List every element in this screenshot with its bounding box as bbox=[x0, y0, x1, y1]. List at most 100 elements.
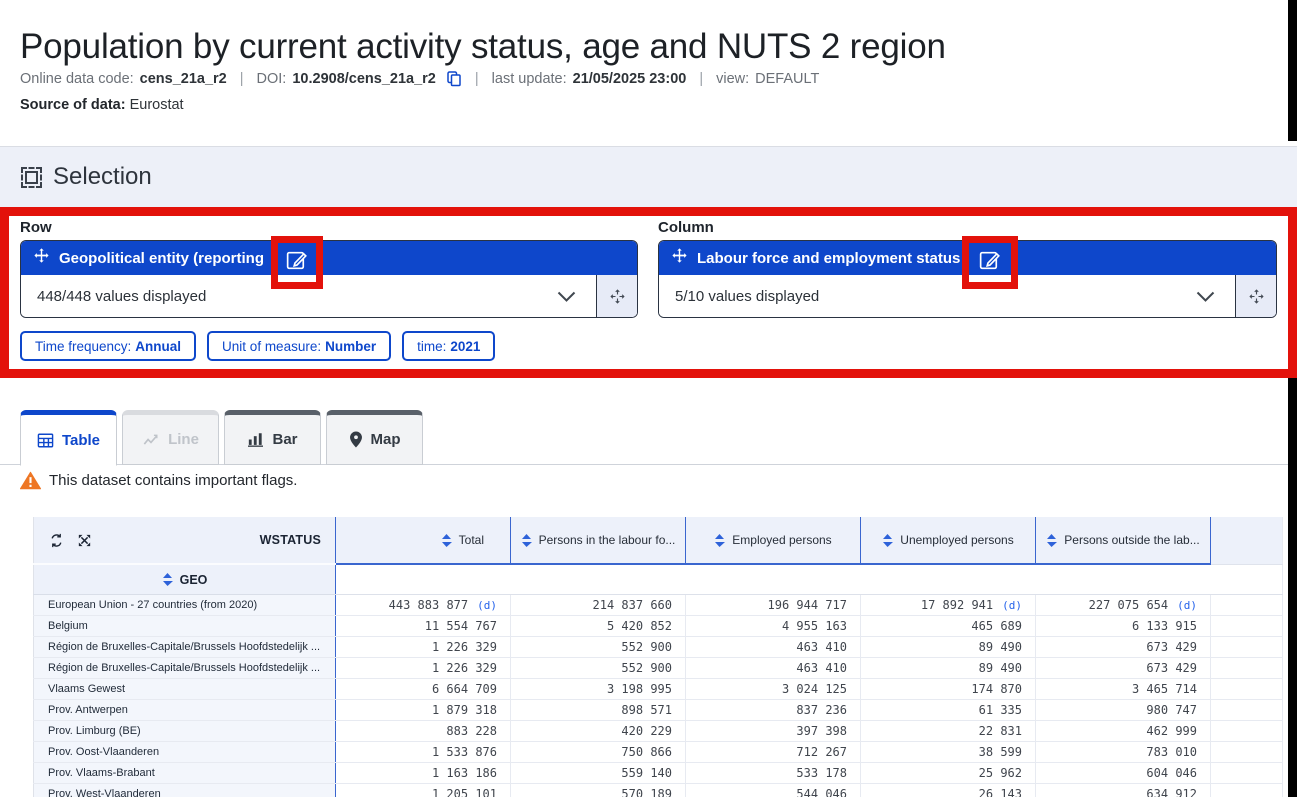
value-cell: 559 140 bbox=[510, 762, 686, 784]
column-header-unemployed[interactable]: Unemployed persons bbox=[860, 517, 1036, 565]
doi-value: 10.2908/cens_21a_r2 bbox=[292, 70, 436, 87]
value-cell: 38 599 bbox=[860, 741, 1036, 763]
dataset-meta-line: Online data code: cens_21a_r2 | DOI: 10.… bbox=[20, 70, 819, 87]
value-cell: 174 870 bbox=[860, 678, 1036, 700]
column-header-labour-force[interactable]: Persons in the labour fo... bbox=[510, 517, 686, 565]
chevron-down-icon[interactable] bbox=[557, 291, 576, 302]
copy-doi-icon[interactable] bbox=[446, 70, 462, 87]
header-blank-cell bbox=[1035, 564, 1211, 595]
bar-chart-icon bbox=[248, 433, 264, 447]
column-dimension-code: WSTATUS bbox=[259, 533, 321, 547]
value-cell: 26 143 bbox=[860, 783, 1036, 797]
value-cell: 604 046 bbox=[1035, 762, 1211, 784]
value-cell: 463 410 bbox=[685, 657, 861, 679]
selection-marquee-icon bbox=[21, 166, 42, 188]
chevron-down-icon[interactable] bbox=[1196, 291, 1215, 302]
flag-marker: (d) bbox=[477, 599, 497, 612]
chip-time-frequency[interactable]: Time frequency: Annual bbox=[20, 331, 197, 361]
table-row: Vlaams Gewest 6 664 709 3 198 995 3 024 125… bbox=[33, 678, 1283, 700]
sort-icon[interactable] bbox=[521, 533, 532, 548]
tab-table[interactable]: Table bbox=[20, 410, 117, 466]
spacer-cell bbox=[1210, 783, 1283, 797]
value-cell: 712 267 bbox=[685, 741, 861, 763]
value-cell: 11 554 767 bbox=[335, 615, 511, 637]
chip-label: Time frequency: bbox=[35, 338, 132, 354]
table-corner-cell: WSTATUS bbox=[33, 517, 336, 565]
move-icon[interactable] bbox=[33, 247, 50, 269]
value-cell: 1 226 329 bbox=[335, 657, 511, 679]
value-cell: 673 429 bbox=[1035, 657, 1211, 679]
column-dimension-header[interactable]: Labour force and employment status bbox=[659, 241, 1276, 275]
column-values-displayed: 5/10 values displayed bbox=[675, 287, 820, 305]
spacer-cell bbox=[1210, 657, 1283, 679]
data-table: WSTATUS Total Persons in the labour fo..… bbox=[33, 517, 1283, 797]
value-cell: 3 198 995 bbox=[510, 678, 686, 700]
screen-edge-strip bbox=[1288, 378, 1297, 797]
value-cell: 552 900 bbox=[510, 657, 686, 679]
value-cell: 3 465 714 bbox=[1035, 678, 1211, 700]
move-icon[interactable] bbox=[671, 247, 688, 269]
tab-map[interactable]: Map bbox=[326, 410, 423, 465]
fixed-dimension-chips: Time frequency: Annual Unit of measure: … bbox=[20, 331, 496, 361]
online-data-code-label: Online data code: bbox=[20, 70, 134, 87]
value-cell: 5 420 852 bbox=[510, 615, 686, 637]
tab-bar[interactable]: Bar bbox=[224, 410, 321, 465]
column-values-dropdown[interactable]: 5/10 values displayed bbox=[659, 275, 1276, 317]
value-cell: 17 892 941 (d) bbox=[860, 594, 1036, 616]
selection-section-header: Selection bbox=[0, 146, 1297, 207]
tab-line[interactable]: Line bbox=[122, 410, 219, 465]
value-cell: 570 189 bbox=[510, 783, 686, 797]
table-row: European Union - 27 countries (from 2020… bbox=[33, 594, 1283, 616]
tab-label: Table bbox=[61, 431, 101, 449]
sort-icon[interactable] bbox=[882, 533, 894, 548]
chip-time[interactable]: time: 2021 bbox=[402, 331, 496, 361]
flags-warning: This dataset contains important flags. bbox=[20, 471, 297, 490]
header-blank-cell bbox=[860, 564, 1036, 595]
row-values-displayed: 448/448 values displayed bbox=[37, 287, 207, 305]
value-cell: 397 398 bbox=[685, 720, 861, 742]
row-pan-button[interactable] bbox=[596, 275, 637, 317]
header-blank-cell bbox=[335, 564, 511, 595]
line-chart-icon bbox=[143, 434, 158, 445]
value-cell: 89 490 bbox=[860, 636, 1036, 658]
value-cell: 552 900 bbox=[510, 636, 686, 658]
row-edit-icon[interactable] bbox=[283, 247, 309, 273]
row-header-label: GEO bbox=[179, 572, 208, 587]
value-cell: 22 831 bbox=[860, 720, 1036, 742]
column-dimension-panel: Labour force and employment status 5/10 … bbox=[658, 240, 1277, 318]
column-header-outside-labour[interactable]: Persons outside the lab... bbox=[1035, 517, 1211, 565]
value-cell: 420 229 bbox=[510, 720, 686, 742]
value-cell: 544 046 bbox=[685, 783, 861, 797]
value-cell: 634 912 bbox=[1035, 783, 1211, 797]
chip-value: Number bbox=[325, 338, 377, 354]
table-scroll-gutter bbox=[1210, 517, 1283, 565]
swap-axes-icon[interactable] bbox=[48, 532, 65, 549]
column-header-employed[interactable]: Employed persons bbox=[685, 517, 861, 565]
warning-text: This dataset contains important flags. bbox=[49, 472, 298, 489]
row-header-geo[interactable]: GEO bbox=[33, 564, 336, 595]
table-row: Région de Bruxelles-Capitale/Brussels Ho… bbox=[33, 636, 1283, 658]
column-header-total[interactable]: Total bbox=[335, 517, 511, 565]
flag-marker: (d) bbox=[1002, 599, 1022, 612]
geo-label: Belgium bbox=[33, 615, 336, 637]
sort-icon[interactable] bbox=[714, 533, 726, 548]
value-cell: 1 205 101 bbox=[335, 783, 511, 797]
source-of-data: Source of data: Eurostat bbox=[20, 97, 184, 113]
column-header-label: Employed persons bbox=[732, 533, 832, 547]
value-cell: 883 228 bbox=[335, 720, 511, 742]
spacer-cell bbox=[1210, 615, 1283, 637]
row-values-dropdown[interactable]: 448/448 values displayed bbox=[21, 275, 637, 317]
chip-unit-of-measure[interactable]: Unit of measure: Number bbox=[207, 331, 392, 361]
sort-icon[interactable] bbox=[162, 572, 173, 587]
selection-title: Selection bbox=[21, 163, 152, 191]
meta-separator: | bbox=[699, 70, 704, 87]
column-header-label: Persons in the labour fo... bbox=[538, 533, 676, 547]
column-edit-icon[interactable] bbox=[976, 247, 1002, 273]
fullscreen-icon[interactable] bbox=[76, 532, 93, 549]
sort-icon[interactable] bbox=[441, 533, 452, 548]
sort-icon[interactable] bbox=[1046, 533, 1058, 548]
table-row: Prov. Vlaams-Brabant 1 163 186 559 140 533 … bbox=[33, 762, 1283, 784]
row-dimension-header[interactable]: Geopolitical entity (reporting bbox=[21, 241, 637, 275]
table-row: Région de Bruxelles-Capitale/Brussels Ho… bbox=[33, 657, 1283, 679]
column-pan-button[interactable] bbox=[1235, 275, 1276, 317]
